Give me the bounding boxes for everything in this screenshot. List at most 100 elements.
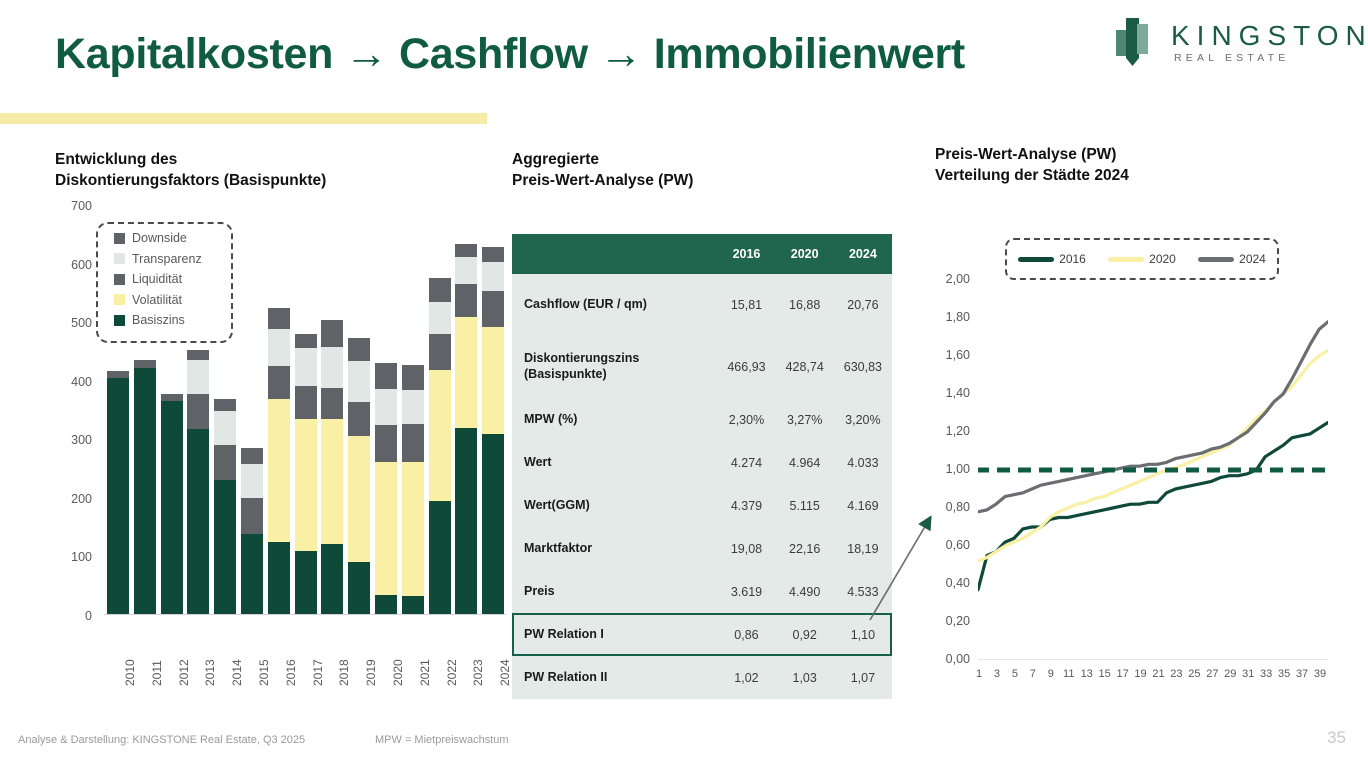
bar-stack[interactable] [294, 334, 317, 615]
bar-segment-liquidität [348, 402, 371, 437]
table-header-row: 2016 2020 2024 [512, 234, 892, 274]
bar-stack[interactable] [321, 319, 344, 615]
bar-x-tick: 2024 [498, 659, 513, 686]
bar-segment-basiszins [187, 429, 210, 615]
bar-stack[interactable] [160, 394, 183, 615]
table-row[interactable]: Wert 4.274 4.964 4.033 [512, 441, 892, 484]
line-legend-item-2020[interactable]: 2020 [1108, 252, 1176, 266]
bar-segment-downside [482, 247, 505, 263]
bar-segment-basiszins [321, 543, 344, 615]
bar-segment-transparenz [187, 360, 210, 395]
bar-stack[interactable] [187, 350, 210, 615]
bar-segment-volatilität [482, 326, 505, 435]
bar-y-tick: 200 [71, 491, 92, 506]
legend-item-volatilität[interactable]: Volatilität [98, 290, 231, 311]
pw-table-body: Cashflow (EUR / qm) 15,81 16,88 20,76 Diskon… [512, 274, 892, 699]
legend-swatch-icon [114, 273, 125, 285]
bar-x-tick: 2017 [310, 659, 325, 686]
table-row[interactable]: Preis 3.619 4.490 4.533 [512, 570, 892, 613]
bar-segment-liquidität [321, 387, 344, 419]
line-y-tick: 1,80 [945, 310, 970, 324]
bar-segment-liquidität [455, 284, 478, 318]
table-cell: 3,20% [833, 398, 892, 441]
table-row[interactable]: PW Relation II 1,02 1,03 1,07 [512, 656, 892, 699]
bar-segment-volatilität [321, 418, 344, 544]
legend-swatch-icon [114, 294, 125, 306]
table-row[interactable]: PW Relation I 0,86 0,92 1,10 [512, 613, 892, 656]
bar-stack[interactable] [482, 247, 505, 615]
bar-segment-basiszins [375, 594, 397, 615]
line-x-tick: 33 [1260, 668, 1273, 680]
bar-segment-downside [107, 371, 129, 379]
table-cell: 18,19 [833, 527, 892, 570]
mid-panel-title: Aggregierte Preis-Wert-Analyse (PW) [512, 151, 694, 189]
logo-subtitle: REAL ESTATE [1174, 52, 1290, 64]
table-row[interactable]: MPW (%) 2,30% 3,27% 3,20% [512, 398, 892, 441]
legend-item-transparenz[interactable]: Transparenz [98, 249, 231, 270]
bar-stack[interactable] [133, 360, 156, 615]
table-cell: 4.033 [833, 441, 892, 484]
page-title: Kapitalkosten → Cashflow → Immobilienwer… [55, 30, 965, 78]
bar-segment-volatilität [455, 317, 478, 428]
line-x-tick: 37 [1295, 668, 1309, 680]
bar-stack[interactable] [214, 399, 237, 615]
kingstone-logo-mark-icon [1116, 18, 1148, 66]
table-row[interactable]: Cashflow (EUR / qm) 15,81 16,88 20,76 [512, 274, 892, 336]
bar-segment-liquidität [187, 394, 210, 430]
line-y-tick: 1,20 [945, 424, 970, 438]
bar-stack[interactable] [267, 307, 290, 615]
legend-item-downside[interactable]: Downside [98, 228, 231, 249]
line-y-tick: 1,60 [945, 348, 970, 362]
bar-segment-volatilität [294, 418, 317, 551]
table-row[interactable]: Marktfaktor 19,08 22,16 18,19 [512, 527, 892, 570]
bar-y-tick: 600 [71, 257, 92, 272]
line-x-tick: 27 [1206, 668, 1219, 680]
table-col-header: 2016 [717, 234, 776, 274]
line-legend-label: 2020 [1149, 252, 1176, 266]
bar-segment-liquidität [294, 386, 317, 419]
table-row[interactable]: Wert(GGM) 4.379 5.115 4.169 [512, 484, 892, 527]
line-legend-item-2016[interactable]: 2016 [1018, 252, 1086, 266]
left-panel-title: Entwicklung des Diskontierungsfaktors (B… [55, 151, 327, 189]
bar-stack[interactable] [348, 337, 371, 615]
line-x-tick: 25 [1188, 668, 1201, 680]
bar-segment-downside [348, 337, 371, 362]
bar-stack[interactable] [455, 244, 478, 615]
line-x-tick: 31 [1242, 668, 1255, 680]
bar-chart-legend: Downside Transparenz Liquidität Volatilität… [96, 222, 233, 343]
bar-segment-basiszins [428, 501, 451, 615]
table-cell: 22,16 [775, 527, 834, 570]
bar-segment-basiszins [401, 596, 424, 615]
bar-stack[interactable] [375, 362, 397, 615]
bar-y-tick: 700 [71, 199, 92, 213]
bar-segment-downside [241, 448, 263, 464]
bar-segment-downside [133, 360, 156, 368]
bar-segment-transparenz [294, 347, 317, 386]
line-series-2024 [978, 322, 1328, 512]
bar-segment-liquidität [401, 424, 424, 463]
table-cell: 3.619 [717, 570, 776, 613]
table-cell: 4.533 [833, 570, 892, 613]
bar-x-tick: 2014 [230, 659, 245, 686]
bar-segment-transparenz [241, 463, 263, 498]
line-x-tick: 39 [1313, 668, 1327, 680]
bar-x-tick: 2015 [257, 659, 271, 686]
line-legend-label: 2024 [1239, 252, 1266, 266]
legend-item-liquidität[interactable]: Liquidität [98, 269, 231, 290]
aggregierte-pw-table: 2016 2020 2024 Cashflow (EUR / qm) 15,81 16,… [512, 234, 892, 699]
table-cell: 0,86 [717, 613, 776, 656]
line-y-tick: 0,80 [945, 500, 970, 514]
bar-stack[interactable] [241, 448, 263, 615]
bar-stack[interactable] [428, 278, 451, 615]
bar-x-tick: 2010 [123, 659, 137, 686]
legend-item-basiszins[interactable]: Basiszins [98, 310, 231, 331]
table-cell: 20,76 [833, 274, 892, 336]
table-row[interactable]: Diskontierungszins (Basispunkte) 466,93 428… [512, 336, 892, 398]
bar-segment-basiszins [133, 367, 156, 615]
line-chart-legend: 2016 2020 2024 [1005, 238, 1279, 280]
bar-stack[interactable] [401, 364, 424, 615]
bar-stack[interactable] [107, 371, 129, 615]
bar-segment-liquidität [214, 445, 237, 481]
line-legend-item-2024[interactable]: 2024 [1198, 252, 1266, 266]
bar-segment-downside [375, 362, 397, 389]
